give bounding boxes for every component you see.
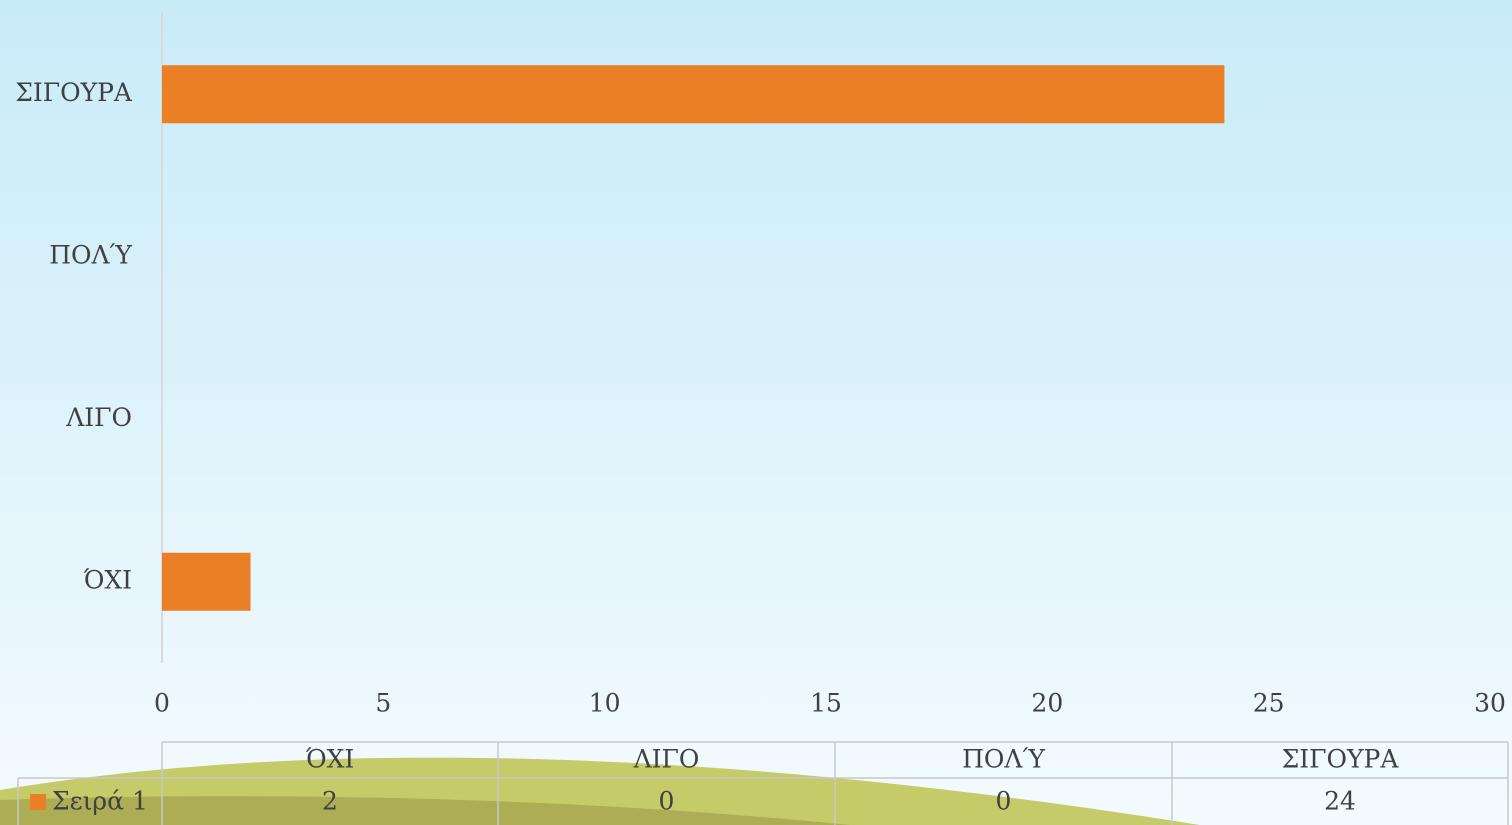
table-value: 2: [322, 787, 338, 816]
y-tick-label: ΌΧΙ: [83, 565, 132, 594]
legend-swatch: [30, 794, 46, 810]
x-tick-label: 20: [1031, 689, 1063, 718]
table-header: ΌΧΙ: [306, 745, 355, 774]
legend-label: Σειρά 1: [52, 787, 148, 816]
table-header: ΠΟΛΎ: [962, 745, 1045, 774]
bar: [162, 553, 251, 611]
table-value: 0: [996, 787, 1012, 816]
y-tick-label: ΠΟΛΎ: [49, 240, 132, 269]
x-tick-label: 30: [1474, 689, 1506, 718]
x-tick-label: 15: [810, 689, 842, 718]
table-header: ΣΙΓΟΥΡΑ: [1282, 745, 1400, 774]
chart: 0 5 10 15 20 25 30 ΌΧΙ ΛΙΓΟ ΠΟΛΎ ΣΙΓΟΥΡΑ ΌΧΙ 2 ΛΙΓΟ 0 Π…: [0, 0, 1512, 825]
table-header: ΛΙΓΟ: [633, 745, 700, 774]
bar: [162, 65, 1224, 123]
x-tick-label: 5: [375, 689, 391, 718]
y-tick-label: ΣΙΓΟΥΡΑ: [15, 78, 133, 107]
x-tick-label: 10: [589, 689, 621, 718]
table-value: 0: [659, 787, 675, 816]
table-value: 24: [1324, 787, 1356, 816]
x-tick-label: 25: [1253, 689, 1285, 718]
y-tick-label: ΛΙΓΟ: [65, 403, 132, 432]
x-tick-label: 0: [154, 689, 170, 718]
background: [0, 0, 1512, 825]
